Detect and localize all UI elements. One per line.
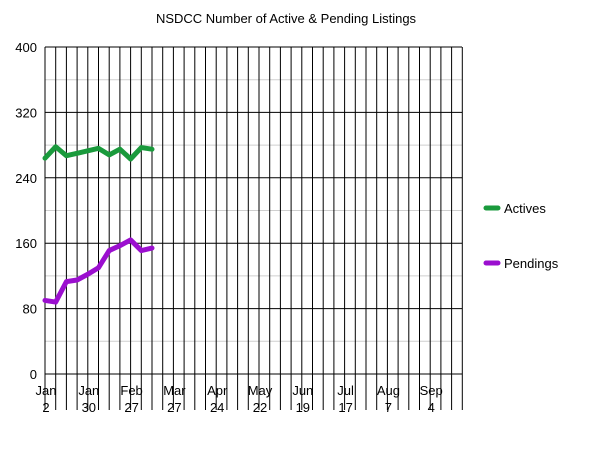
x-tick-label-day: 4 [428,400,435,415]
x-tick-label-month: Jan [78,383,99,398]
x-tick-label-day: 2 [42,400,49,415]
chart-title: NSDCC Number of Active & Pending Listing… [156,11,417,26]
y-tick-label: 400 [15,40,37,55]
x-tick-label-day: 27 [124,400,138,415]
y-axis-ticks: 0 80 160 240 320 400 [15,40,37,382]
x-tick-label-month: Jul [337,383,354,398]
series-line-actives [42,144,155,162]
y-tick-label: 0 [30,367,37,382]
grid [44,46,463,410]
legend-label-actives: Actives [504,201,546,216]
series-lines [42,144,155,305]
x-tick-label-day: 19 [296,400,310,415]
x-tick-label-day: 30 [82,400,96,415]
y-tick-label: 80 [23,302,37,317]
x-tick-label-day: 7 [385,400,392,415]
x-tick-label-month: Jun [292,383,313,398]
x-tick-label-day: 17 [338,400,352,415]
x-tick-label-month: Apr [207,383,228,398]
legend: Actives Pendings [483,201,559,271]
x-tick-label-month: Sep [420,383,443,398]
x-tick-label-month: Mar [163,383,186,398]
x-tick-label-month: May [248,383,273,398]
legend-label-pendings: Pendings [504,256,559,271]
y-tick-label: 240 [15,171,37,186]
y-tick-label: 160 [15,236,37,251]
x-tick-label-day: 24 [210,400,224,415]
x-axis-ticks: Jan 2 Jan 30 Feb 27 Mar 27 Apr 24 May 22 Jun 19 Jul 17 A… [36,383,443,415]
x-tick-label-month: Aug [377,383,400,398]
series-line-pendings [42,237,155,305]
x-tick-label-day: 27 [167,400,181,415]
x-tick-label-month: Jan [36,383,57,398]
y-tick-label: 320 [15,105,37,120]
x-tick-label-day: 22 [253,400,267,415]
x-tick-label-month: Feb [120,383,142,398]
